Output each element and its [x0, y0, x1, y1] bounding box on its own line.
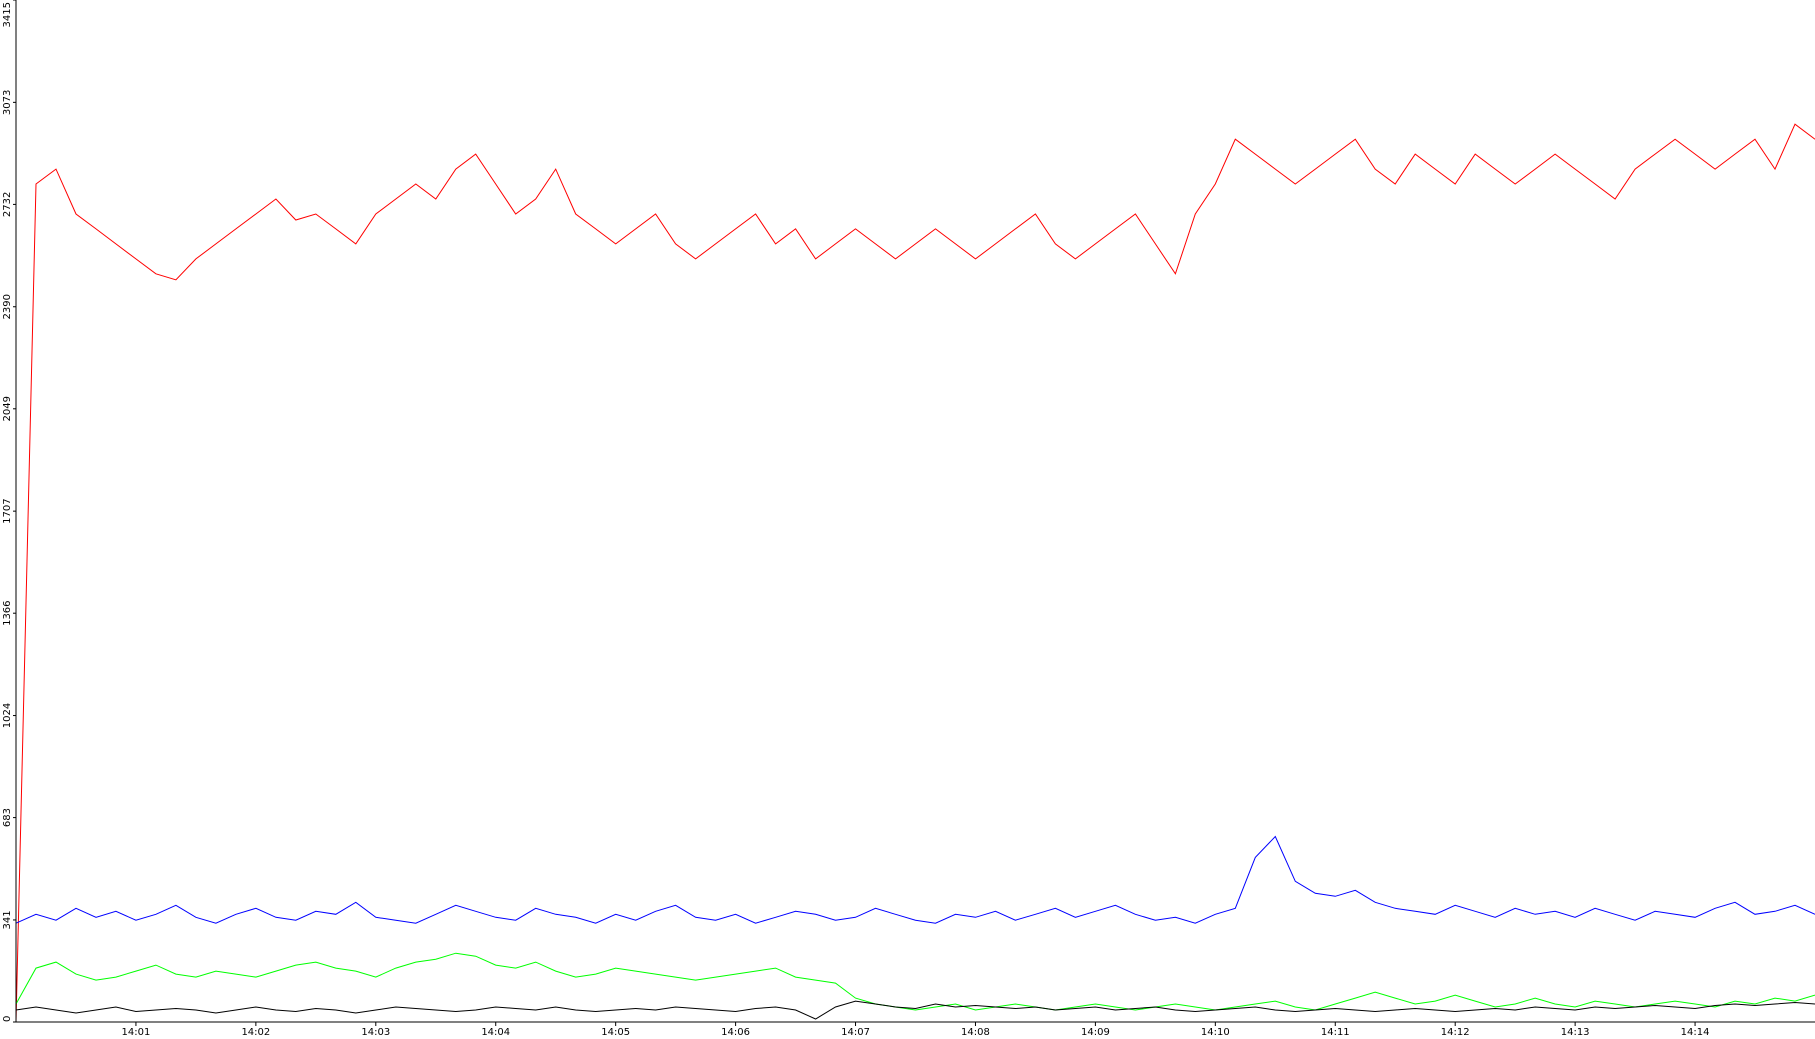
x-tick-label: 14:05	[601, 1027, 630, 1038]
y-tick-label: 3415	[2, 2, 13, 27]
x-tick-label: 14:01	[122, 1027, 151, 1038]
y-tick-label: 2390	[2, 294, 13, 319]
x-tick-label: 14:11	[1321, 1027, 1350, 1038]
y-tick-label: 683	[2, 808, 13, 827]
x-tick-label: 14:03	[361, 1027, 390, 1038]
y-tick-label: 1024	[2, 703, 13, 728]
x-tick-label: 14:12	[1441, 1027, 1470, 1038]
x-tick-label: 14:13	[1561, 1027, 1590, 1038]
y-tick-label: 1366	[2, 600, 13, 625]
series-line	[15, 1000, 1815, 1020]
y-tick-label: 1707	[2, 498, 13, 523]
y-tick-label: 2049	[2, 396, 13, 421]
x-tick-label: 14:10	[1201, 1027, 1230, 1038]
y-tick-label: 3073	[2, 90, 13, 115]
y-tick-label: 341	[2, 910, 13, 929]
y-tick-label: 0	[2, 1016, 13, 1022]
x-tick-label: 14:08	[961, 1027, 990, 1038]
series-line	[15, 835, 1815, 924]
y-tick-label: 2732	[2, 192, 13, 217]
x-tick-label: 14:09	[1081, 1027, 1110, 1038]
x-tick-label: 14:14	[1681, 1027, 1710, 1038]
x-tick-label: 14:04	[481, 1027, 510, 1038]
x-tick-label: 14:07	[841, 1027, 870, 1038]
x-tick-label: 14:06	[721, 1027, 750, 1038]
series-line	[15, 123, 1815, 1023]
x-tick-label: 14:02	[241, 1027, 270, 1038]
series-line	[15, 952, 1815, 1011]
